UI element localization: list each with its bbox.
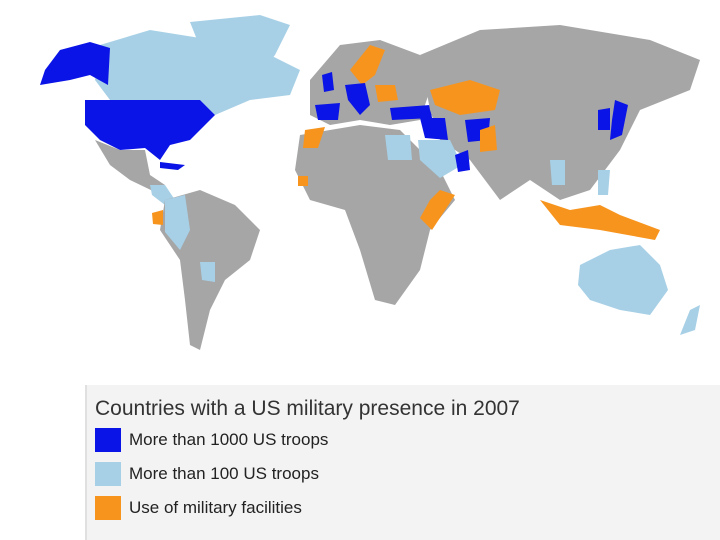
paraguay	[200, 262, 215, 282]
pakistan	[480, 125, 497, 152]
west-africa	[298, 176, 308, 186]
morocco	[303, 127, 325, 148]
thailand	[550, 160, 565, 185]
egypt	[385, 135, 412, 160]
legend-label: More than 100 US troops	[129, 464, 319, 483]
colombia-peru	[165, 195, 190, 250]
mexico	[95, 140, 165, 192]
legend-item: Use of military facilities	[95, 495, 302, 521]
spain	[315, 103, 340, 120]
germany-italy	[345, 83, 370, 115]
legend-label: More than 1000 US troops	[129, 430, 329, 449]
australia	[578, 245, 668, 315]
legend-item: More than 1000 US troops	[95, 427, 328, 453]
asia	[420, 25, 700, 200]
europe	[310, 40, 430, 125]
legend: Countries with a US military presence in…	[85, 385, 720, 540]
ecuador	[152, 210, 163, 225]
scandinavia	[350, 45, 385, 85]
saudi-arabia	[418, 140, 462, 178]
legend-label: Use of military facilities	[129, 498, 302, 517]
legend-item: More than 100 US troops	[95, 461, 319, 487]
canada	[95, 30, 300, 115]
uk	[322, 72, 334, 92]
alaska	[40, 42, 110, 85]
world-map	[40, 15, 700, 350]
somalia	[420, 190, 455, 230]
legend-title: Countries with a US military presence in…	[95, 397, 520, 420]
indonesia	[540, 200, 660, 240]
usa	[85, 100, 215, 160]
legend-swatch	[95, 428, 121, 452]
legend-swatch	[95, 462, 121, 486]
africa	[295, 125, 455, 305]
cuba	[160, 162, 185, 170]
iraq-kuwait	[420, 118, 448, 140]
legend-swatch	[95, 496, 121, 520]
new-zealand	[680, 305, 700, 335]
korea	[598, 108, 610, 130]
oman-qatar	[455, 150, 470, 172]
eastern-europe	[375, 85, 398, 102]
japan	[610, 100, 628, 140]
turkey	[390, 105, 432, 120]
central-asia	[430, 80, 500, 115]
philippines	[598, 170, 610, 195]
greenland	[190, 15, 290, 90]
